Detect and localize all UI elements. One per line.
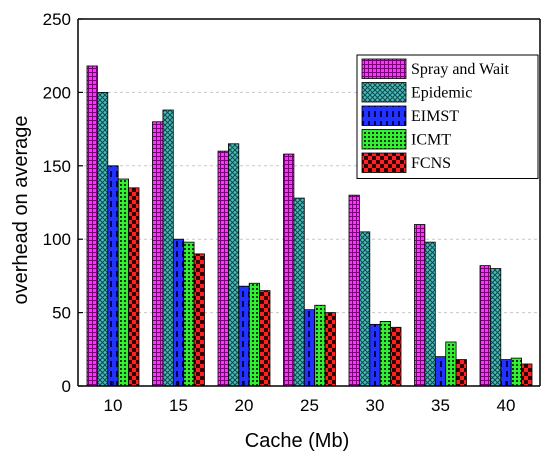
y-tick-label: 100	[43, 230, 71, 249]
bar-fcns-15	[193, 253, 205, 387]
bar-eimst-25	[303, 309, 316, 387]
bar-epidemic-10	[97, 92, 109, 387]
bar-fcns-25	[324, 312, 336, 387]
bar-spray-and-wait-40	[479, 265, 491, 387]
bar-epidemic-20	[227, 143, 240, 387]
bar-spray-and-wait-35	[414, 224, 426, 387]
axes	[77, 18, 541, 387]
bar-icmt-15	[183, 241, 195, 387]
bar-epidemic-35	[424, 241, 436, 387]
y-tick-label: 250	[43, 10, 71, 29]
bar-fcns-20	[259, 290, 271, 387]
y-tick-label: 0	[62, 377, 71, 396]
bar-fcns-40	[521, 363, 533, 387]
legend-swatch-spray-and-wait	[361, 58, 407, 79]
bar-eimst-15	[172, 238, 185, 387]
legend-label: Epidemic	[411, 85, 472, 102]
bar-icmt-35	[445, 341, 457, 387]
bar-icmt-25	[314, 304, 326, 387]
bar-eimst-30	[369, 323, 381, 387]
bar-spray-and-wait-10	[86, 65, 98, 387]
x-tick-label: 30	[366, 396, 385, 415]
legend-label: EIMST	[411, 108, 459, 125]
bars	[86, 65, 533, 387]
bar-icmt-10	[117, 178, 129, 387]
legend-swatch-fcns	[361, 152, 407, 173]
x-tick-label: 25	[300, 396, 319, 415]
x-tick-label: 40	[497, 396, 516, 415]
y-tick-label: 200	[43, 83, 71, 102]
y-tick-labels: 0 50 100 150 200 250	[43, 10, 71, 396]
bar-spray-and-wait-30	[348, 194, 360, 387]
bar-epidemic-25	[293, 197, 305, 387]
bar-icmt-20	[248, 282, 260, 387]
legend-swatch-icmt	[361, 129, 407, 150]
bar-spray-and-wait-15	[152, 121, 164, 387]
bar-fcns-30	[390, 326, 402, 387]
legend-swatch-epidemic	[361, 82, 407, 103]
y-tick-label: 150	[43, 157, 71, 176]
legend-label: FCNS	[411, 155, 451, 172]
bar-epidemic-30	[358, 231, 371, 387]
bar-epidemic-15	[162, 109, 174, 387]
legend-label: Spray and Wait	[411, 61, 510, 78]
bar-spray-and-wait-25	[283, 153, 295, 387]
x-tick-labels: 10 15 20 25 30 35 40	[104, 396, 516, 415]
bar-eimst-10	[107, 165, 119, 387]
bar-fcns-10	[128, 187, 140, 387]
bar-icmt-30	[379, 321, 392, 387]
bar-fcns-35	[455, 359, 467, 387]
legend: Spray and Wait Epidemic EIMST ICMT FCNS	[356, 54, 539, 179]
x-tick-label: 10	[104, 396, 123, 415]
bar-epidemic-40	[489, 268, 502, 387]
bar-icmt-40	[510, 357, 523, 387]
x-axis-title: Cache (Mb)	[245, 430, 349, 452]
legend-swatch-eimst	[361, 105, 407, 126]
x-tick-label: 20	[235, 396, 254, 415]
y-axis-title: overhead on average	[10, 115, 32, 304]
bar-spray-and-wait-20	[217, 150, 229, 387]
legend-label: ICMT	[411, 132, 451, 149]
bar-eimst-20	[238, 285, 250, 387]
x-tick-label: 15	[169, 396, 188, 415]
x-tick-label: 35	[431, 396, 450, 415]
y-tick-label: 50	[52, 304, 71, 323]
